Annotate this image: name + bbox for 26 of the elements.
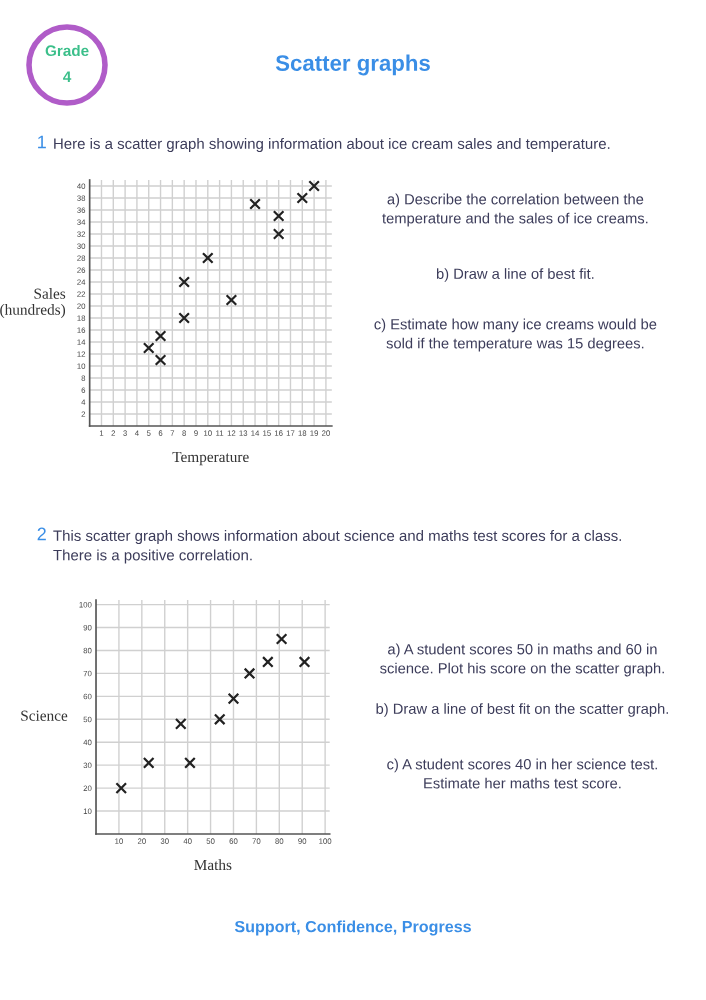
point [142, 342, 155, 354]
point [174, 717, 187, 730]
point [142, 756, 155, 769]
chart-title: Scatter graphs [275, 54, 430, 76]
point [249, 198, 261, 210]
point [298, 656, 311, 668]
point [213, 713, 226, 726]
point [201, 252, 214, 264]
point [275, 633, 288, 645]
point [308, 180, 321, 192]
point [178, 312, 191, 324]
point [184, 756, 196, 769]
point [225, 294, 238, 306]
point [243, 667, 256, 680]
point [296, 192, 309, 204]
point [272, 228, 285, 240]
point [272, 210, 285, 222]
text: 1 [38, 135, 46, 149]
point [154, 354, 167, 366]
point [154, 330, 167, 342]
point [115, 782, 128, 795]
point [261, 656, 274, 668]
point [227, 692, 240, 705]
text: Support, Confidence, Progress [234, 920, 471, 936]
text: 2 [37, 527, 46, 541]
point [178, 276, 191, 288]
